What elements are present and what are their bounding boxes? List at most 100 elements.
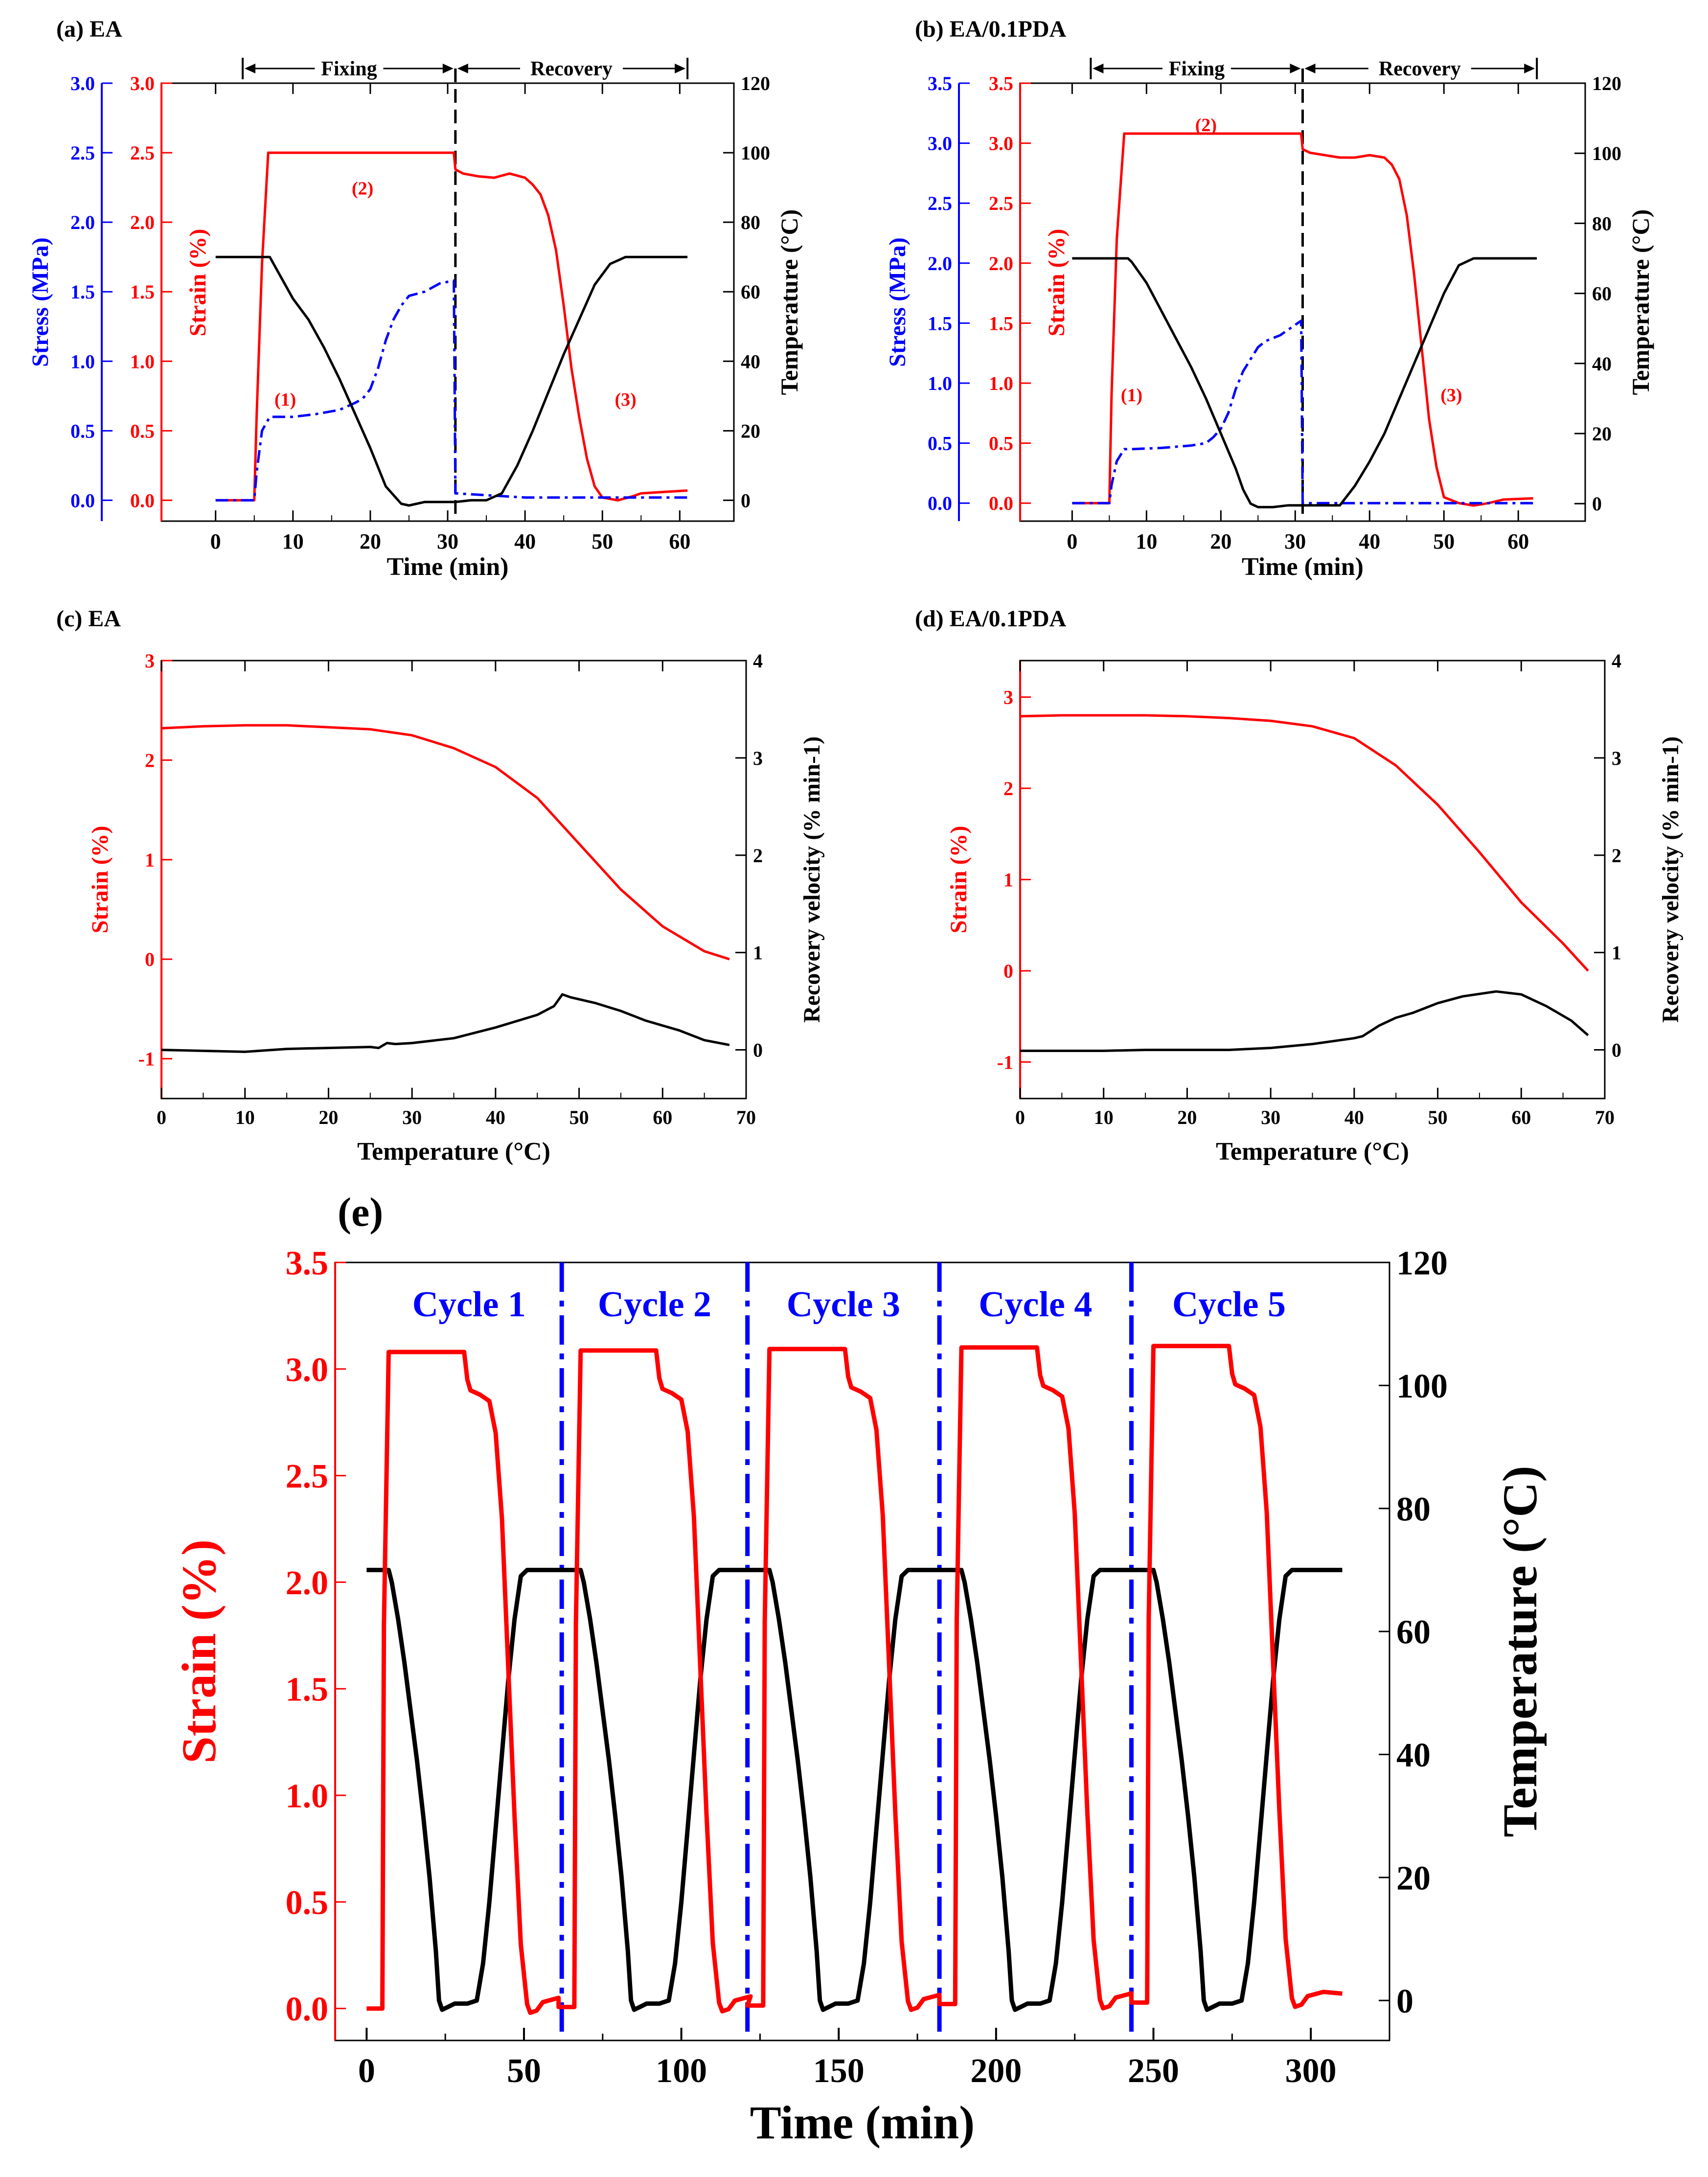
strain-axis-tick-label: 2.0	[286, 1564, 329, 1602]
x-tick-label: 30	[1261, 1106, 1280, 1128]
temperature-axis-tick-label: 40	[1592, 353, 1612, 375]
x-tick-label: 30	[402, 1106, 422, 1128]
cycle-label: Cycle 4	[979, 1284, 1092, 1325]
x-axis-label: Time (min)	[387, 553, 509, 581]
strain-axis-tick-label: 2	[1003, 778, 1013, 800]
x-tick-label: 20	[360, 529, 381, 553]
temperature-axis-tick-label: 80	[1396, 1490, 1431, 1528]
strain-axis-label: Strain (%)	[1044, 229, 1070, 337]
fixing-label-bg	[1162, 58, 1231, 79]
temperature-axis-label: Temperature (°C)	[775, 209, 803, 395]
x-axis-label: Temperature (°C)	[1216, 1138, 1409, 1166]
temperature-axis-tick-label: 120	[1396, 1245, 1448, 1283]
strain-axis-tick-label: 0	[1003, 960, 1013, 982]
point-label: (2)	[352, 178, 373, 199]
recovery-velocity-series-line	[161, 993, 730, 1053]
fixing-arrowhead-right	[442, 64, 454, 73]
strain-axis-tick-label: 2	[145, 749, 155, 771]
recovery-arrowhead-left	[457, 64, 468, 73]
panel-title: (b) EA/0.1PDA	[915, 16, 1067, 42]
x-tick-label: 60	[1507, 529, 1529, 553]
stress-axis-tick-label: 3.0	[70, 72, 95, 94]
strain-series-line	[161, 724, 730, 961]
stress-axis-tick-label: 0.0	[928, 492, 952, 514]
point-label: (3)	[1440, 385, 1462, 406]
strain-series-line	[1020, 714, 1589, 972]
temperature-axis-tick-label: 80	[1592, 212, 1612, 234]
velocity-axis-tick-label: 4	[753, 650, 763, 672]
x-tick-label: 40	[486, 1106, 505, 1128]
velocity-axis-tick-label: 4	[1612, 650, 1621, 672]
point-label: (1)	[1121, 385, 1142, 406]
strain-axis-tick-label: -1	[138, 1048, 155, 1070]
x-tick-label: 30	[437, 529, 458, 553]
fixing-label-bg	[315, 58, 384, 79]
velocity-axis-tick-label: 0	[1612, 1039, 1621, 1061]
cycle-label: Cycle 3	[787, 1284, 900, 1325]
x-tick-label: 0	[1015, 1106, 1025, 1128]
strain-axis-tick-label: 1.0	[130, 350, 155, 372]
stress-axis-tick-label: 1.0	[928, 372, 952, 394]
strain-axis-tick-label: 2.0	[130, 211, 155, 233]
x-tick-label: 60	[669, 529, 690, 553]
panel-title: (c) EA	[56, 606, 121, 632]
velocity-axis-tick-label: 2	[1612, 845, 1621, 867]
stress-axis-tick-label: 3.0	[928, 133, 952, 155]
x-tick-label: 40	[514, 529, 536, 553]
strain-axis-tick-label: 0.0	[989, 492, 1013, 514]
x-tick-label: 60	[1511, 1106, 1531, 1128]
cycle-label: Cycle 2	[598, 1284, 711, 1325]
strain-axis-tick-label: 1.0	[989, 372, 1013, 394]
stress-axis-tick-label: 0.5	[928, 433, 952, 455]
x-tick-label: 10	[1136, 529, 1157, 553]
temperature-axis-label: Temperature (°C)	[1627, 209, 1654, 395]
recovery-label: Recovery	[530, 58, 613, 80]
velocity-axis-tick-label: 2	[753, 845, 763, 867]
x-tick-label: 10	[235, 1106, 255, 1128]
temperature-axis-tick-label: 100	[741, 142, 770, 164]
stress-axis-label: Stress (MPa)	[27, 237, 53, 367]
strain-axis-tick-label: 3.5	[989, 72, 1013, 94]
x-tick-label: 50	[507, 2052, 541, 2090]
x-tick-label: 40	[1344, 1106, 1364, 1128]
x-tick-label: 20	[1210, 529, 1231, 553]
x-tick-label: 40	[1359, 529, 1380, 553]
temperature-axis-tick-label: 60	[1396, 1614, 1431, 1651]
temperature-axis-tick-label: 100	[1396, 1368, 1448, 1405]
panel-b: 0.0 0.5 1.0 1.5 2.0 2.5 3.0 3.5 0.0 0.5 1.0 1.5 2.0 2…	[885, 16, 1654, 581]
point-label: (1)	[274, 390, 296, 410]
panel-a: 0.0 0.5 1.0 1.5 2.0 2.5 3.0 0.0 0.5 1.0 1.5 2.0 2.5 3…	[27, 16, 803, 581]
strain-axis-tick-label: 0	[145, 948, 155, 970]
strain-axis-tick-label: 3	[1003, 687, 1013, 709]
velocity-axis-tick-label: 0	[753, 1039, 763, 1061]
stress-axis-tick-label: 2.5	[70, 142, 95, 164]
x-tick-label: 50	[1428, 1106, 1448, 1128]
recovery-velocity-series-line	[1020, 990, 1589, 1052]
stress-axis-tick-label: 1.5	[928, 312, 952, 334]
x-tick-label: 250	[1128, 2052, 1179, 2090]
strain-axis-tick-label: 3.5	[286, 1245, 329, 1283]
velocity-axis-tick-label: 1	[1612, 942, 1621, 964]
temperature-series-line	[215, 255, 688, 507]
panel-title: (e)	[338, 1190, 383, 1235]
temperature-axis-label: Temperature (°C)	[1493, 1466, 1547, 1837]
x-tick-label: 300	[1285, 2052, 1337, 2090]
stress-axis-tick-label: 3.5	[928, 72, 952, 94]
stress-axis-tick-label: 0.0	[70, 489, 95, 511]
strain-series-line	[366, 1344, 1343, 2015]
velocity-axis-tick-label: 1	[753, 942, 763, 964]
recovery-label-bg	[1368, 58, 1471, 79]
temperature-axis-tick-label: 20	[741, 420, 760, 442]
velocity-axis-label: Recovery velocity (% min-1)	[1658, 736, 1684, 1023]
x-tick-label: 50	[569, 1106, 589, 1128]
strain-axis-tick-label: 1	[1003, 869, 1013, 891]
fixing-label: Fixing	[321, 58, 377, 80]
temperature-axis-tick-label: 0	[1592, 493, 1602, 515]
x-tick-label: 30	[1284, 529, 1306, 553]
strain-axis-tick-label: 1	[145, 849, 155, 871]
x-tick-label: 20	[319, 1106, 338, 1128]
x-tick-label: 0	[358, 2052, 375, 2090]
strain-axis-tick-label: 1.5	[286, 1671, 329, 1709]
